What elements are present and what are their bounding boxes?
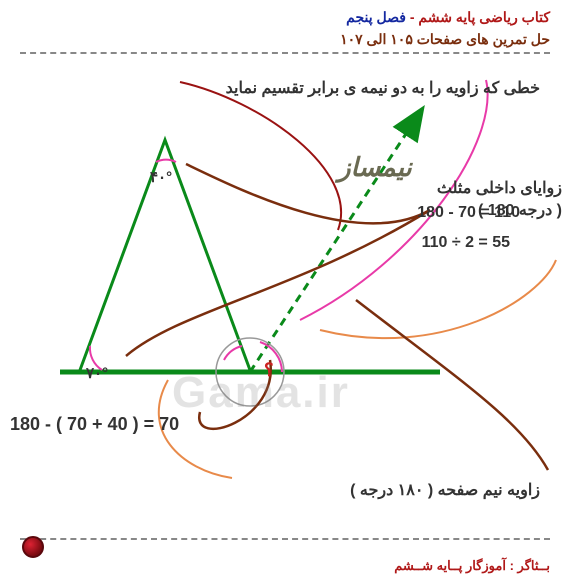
base-left-angle-label: ۷۰° bbox=[86, 364, 108, 382]
equation-1: 180 - 70 = 110 bbox=[417, 204, 520, 222]
equation-2: 110 ÷ 2 = 55 bbox=[422, 234, 510, 252]
callout-curve-bisector bbox=[180, 82, 341, 230]
nimsaz-label: نیمساز bbox=[338, 152, 412, 183]
geometry-diagram: خطی که زاویه را به دو نیمه ی برابر تقسیم… bbox=[0, 60, 570, 480]
page-header: کتاب ریاضی پایه ششم - فصل پنجم حل تمرین … bbox=[340, 6, 550, 51]
footer-bullet-icon bbox=[22, 536, 44, 558]
apex-arc bbox=[156, 160, 176, 162]
header-line1: کتاب ریاضی پایه ششم - فصل پنجم bbox=[340, 6, 550, 28]
callout-curve-right3 bbox=[356, 300, 548, 470]
dashed-top bbox=[20, 52, 550, 54]
footer-credit: بــثاگر : آموزگار پــایه شــشم bbox=[394, 558, 550, 574]
apex-angle-label: ۴۰° bbox=[150, 168, 172, 186]
callout-curve-right1 bbox=[300, 80, 488, 320]
header-sep: - bbox=[406, 9, 418, 25]
interior-angles-label-1: زوایای داخلی مثلث bbox=[437, 178, 562, 198]
chapter-title: فصل پنجم bbox=[346, 9, 406, 25]
equation-bottom: 180 - ( 70 + 40 ) = 70 bbox=[10, 414, 179, 435]
callout-curve-right2 bbox=[320, 260, 556, 338]
book-title: کتاب ریاضی پایه ششم bbox=[418, 9, 550, 25]
header-subtitle: حل تمرین های صفحات ۱۰۵ الی ۱۰۷ bbox=[340, 28, 550, 50]
bisector-definition: خطی که زاویه را به دو نیمه ی برابر تقسیم… bbox=[226, 78, 540, 98]
watermark: Gama.ir bbox=[172, 368, 350, 418]
dashed-bottom bbox=[20, 538, 550, 540]
callout-curve-base bbox=[126, 210, 430, 356]
half-plane-label: زاویه نیم صفحه ( ۱۸۰ درجه ) bbox=[350, 480, 540, 500]
